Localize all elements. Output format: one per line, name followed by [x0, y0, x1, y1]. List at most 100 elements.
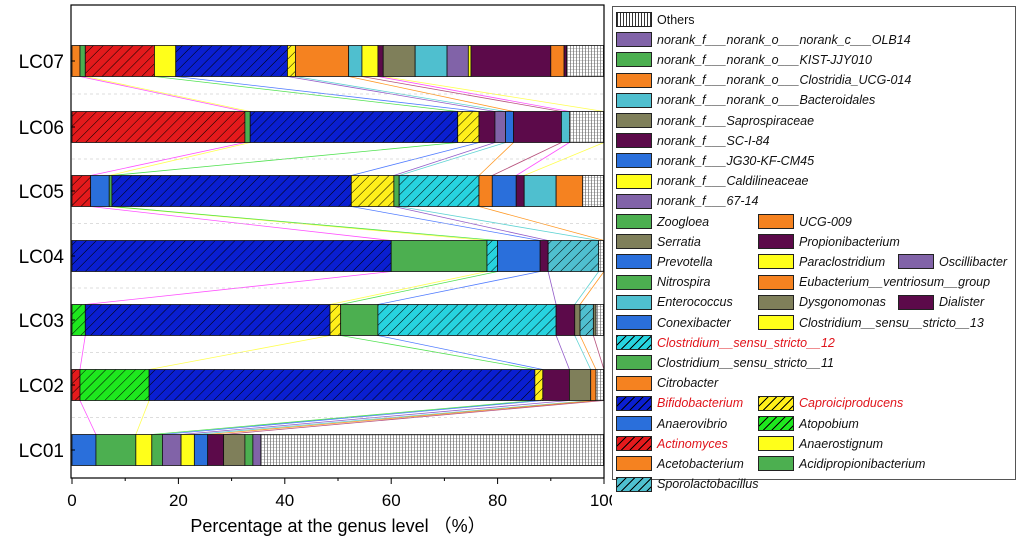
legend-label: Anaerovibrio	[657, 417, 727, 431]
bar-segment-lc07-15	[551, 46, 564, 77]
legend-swatch	[758, 315, 794, 330]
bar-segment-lc07-12	[447, 46, 468, 77]
bar-segment-lc01-9	[245, 435, 253, 466]
legend-swatch	[758, 295, 794, 310]
bar-segment-lc04-1	[391, 241, 487, 272]
legend-swatch	[616, 436, 652, 451]
bar-hatch-lc02-1	[80, 370, 149, 401]
legend-label: Caproiciproducens	[799, 396, 903, 410]
bar-segment-lc01-10	[253, 435, 261, 466]
bar-hatch-lc03-1	[85, 305, 330, 336]
legend-label: Anaerostignum	[799, 437, 883, 451]
legend-item: Anaerostignum	[758, 435, 883, 452]
bar-segment-lc07-9	[378, 46, 383, 77]
legend-label: Acidipropionibacterium	[799, 457, 925, 471]
bar-segment-lc06-5	[495, 112, 506, 143]
bar-hatch-lc02-2	[149, 370, 535, 401]
connector-lc04-0	[85, 272, 391, 305]
bar-segment-lc04-6	[599, 241, 604, 272]
legend-swatch	[616, 12, 652, 27]
y-tick-label-lc01: LC01	[19, 441, 64, 462]
bar-segment-lc05-1	[91, 176, 110, 207]
legend-label: norank_f___norank_o___Clostridia_UCG-014	[657, 73, 911, 87]
bar-hatch-lc05-4	[351, 176, 394, 207]
legend-swatch	[616, 275, 652, 290]
y-tick-label-lc05: LC05	[19, 182, 64, 203]
legend-label: Clostridium__sensu__stricto__13	[799, 316, 984, 330]
legend-label: Nitrospira	[657, 275, 711, 289]
x-tick-label: 100	[590, 491, 612, 510]
connector-lc06-6	[479, 143, 514, 176]
legend-item: norank_f___norank_o___Bacteroidales	[616, 92, 875, 109]
legend-swatch	[616, 174, 652, 189]
bar-segment-lc01-7	[208, 435, 224, 466]
legend-item: norank_f___norank_o___norank_c___OLB14	[616, 31, 911, 48]
bar-segment-lc07-3	[154, 46, 175, 77]
bar-segment-lc06-1	[245, 112, 250, 143]
bar-segment-lc01-8	[224, 435, 245, 466]
connector-lc02-0	[80, 401, 96, 435]
bar-segment-lc01-11	[261, 435, 604, 466]
legend-swatch	[616, 234, 652, 249]
legend-label: Eubacterium__ventriosum__group	[799, 275, 990, 289]
legend-swatch	[758, 254, 794, 269]
y-tick-label-lc06: LC06	[19, 118, 64, 139]
legend-item: Clostridium__sensu_stricto__11	[616, 354, 834, 371]
legend: Others norank_f___norank_o___norank_c___O…	[612, 6, 1016, 480]
legend-item: Atopobium	[758, 415, 859, 432]
legend-item: norank_f___Caldilineaceae	[616, 173, 809, 190]
legend-swatch	[616, 295, 652, 310]
legend-swatch	[616, 93, 652, 108]
legend-item: Actinomyces	[616, 435, 728, 452]
x-tick-label: 0	[67, 491, 76, 510]
bar-hatch-lc07-4	[176, 46, 288, 77]
bar-hatch-lc04-5	[548, 241, 599, 272]
bar-segment-lc02-7	[596, 370, 604, 401]
legend-item: Dialister	[898, 294, 984, 311]
bar-segment-lc05-11	[556, 176, 583, 207]
legend-swatch	[758, 234, 794, 249]
bar-segment-lc06-4	[479, 112, 495, 143]
bar-segment-lc05-8	[492, 176, 516, 207]
legend-label: UCG-009	[799, 215, 852, 229]
legend-swatch	[758, 456, 794, 471]
legend-label: norank_f___JG30-KF-CM45	[657, 154, 814, 168]
legend-item: Caproiciproducens	[758, 395, 903, 412]
bar-segment-lc05-5	[394, 176, 399, 207]
bar-segment-lc01-0	[72, 435, 96, 466]
bar-segment-lc07-7	[349, 46, 362, 77]
legend-label: Serratia	[657, 235, 701, 249]
legend-item: Propionibacterium	[758, 233, 900, 250]
x-tick-label: 60	[382, 491, 401, 510]
bar-segment-lc02-5	[569, 370, 590, 401]
legend-item: Zoogloea	[616, 213, 709, 230]
bar-hatch-lc05-6	[399, 176, 479, 207]
x-tick-label: 40	[275, 491, 294, 510]
bar-segment-lc07-10	[383, 46, 415, 77]
bar-segment-lc01-1	[96, 435, 136, 466]
legend-item: Clostridium__sensu_stricto__12	[616, 334, 835, 351]
legend-item: Bifidobacterium	[616, 395, 743, 412]
legend-item: Sporolactobacillus	[616, 476, 758, 493]
legend-item: Anaerovibrio	[616, 415, 727, 432]
y-tick-label-lc02: LC02	[19, 376, 64, 397]
legend-label: Clostridium__sensu_stricto__12	[657, 336, 835, 350]
legend-swatch	[898, 254, 934, 269]
bar-hatch-lc03-7	[580, 305, 593, 336]
legend-label: norank_f___norank_o___KIST-JJY010	[657, 53, 872, 67]
bar-segment-lc03-3	[341, 305, 378, 336]
bar-hatch-lc04-0	[72, 241, 391, 272]
x-axis: 020406080100	[67, 478, 612, 510]
bar-hatch-lc07-2	[85, 46, 154, 77]
connector-lc06-7	[492, 143, 561, 176]
bar-segment-lc06-7	[514, 112, 562, 143]
legend-label: Bifidobacterium	[657, 396, 743, 410]
legend-item: Conexibacter	[616, 314, 731, 331]
bar-segment-lc01-6	[194, 435, 207, 466]
legend-label: Enterococcus	[657, 295, 733, 309]
legend-swatch	[616, 477, 652, 492]
legend-item: Acidipropionibacterium	[758, 455, 925, 472]
legend-label: Acetobacterium	[657, 457, 744, 471]
legend-swatch	[616, 32, 652, 47]
legend-label: Paraclostridium	[799, 255, 885, 269]
